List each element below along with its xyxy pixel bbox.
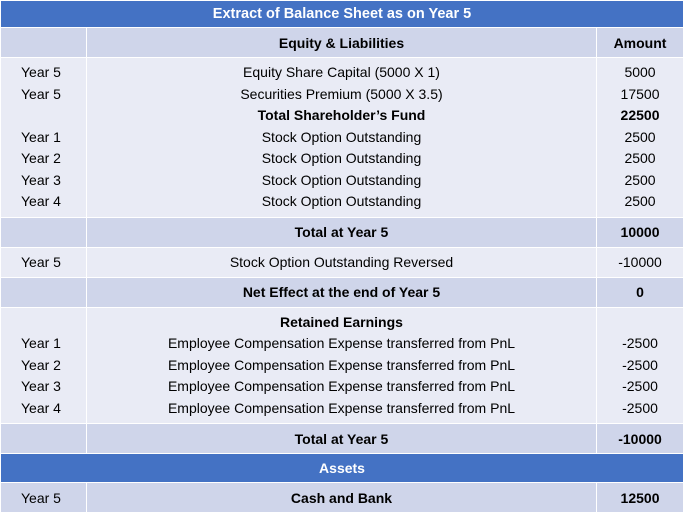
retained-labels: Retained Earnings Employee Compensation … [86,306,597,424]
table-title: Extract of Balance Sheet as on Year 5 [0,0,685,28]
net-effect-amount: 0 [595,276,685,308]
amount-cell: -2500 [622,356,658,373]
amount-cell: -2500 [622,335,658,351]
year-cell: Year 3 [21,378,61,394]
retained-block-row: Year 1 Year 2 Year 3 Year 4 Retained Ear… [0,306,685,424]
total-amount: 10000 [595,216,685,248]
year-cell: Year 5 [0,482,87,513]
total-row: Total at Year 5 -10000 [0,423,685,454]
amount-cell: 17500 [620,85,660,102]
year-cell: Year 4 [21,399,61,416]
line-item-label: Stock Option Outstanding [261,128,422,145]
line-item-label: Stock Option Outstanding [261,171,422,188]
year-cell: Year 1 [21,128,61,145]
line-item-label: Employee Compensation Expense transferre… [167,378,516,394]
amount-cell: -10000 [595,246,685,278]
equity-labels: Equity Share Capital (5000 X 1) Securiti… [86,57,597,218]
net-effect-row: Net Effect at the end of Year 5 0 [0,276,685,308]
amount-cell: 22500 [620,107,660,123]
retained-amounts: -2500 -2500 -2500 -2500 [595,306,685,424]
equity-years: Year 5 Year 5 Year 1 Year 2 Year 3 Year … [0,57,87,218]
amount-cell: 2500 [624,171,656,188]
amount-cell: 2500 [624,150,656,166]
year-cell: Year 5 [21,64,61,80]
assets-heading-row: Assets [0,453,685,483]
equity-amounts: 5000 17500 22500 2500 2500 2500 2500 [595,57,685,218]
net-effect-label: Net Effect at the end of Year 5 [86,276,597,308]
line-item-label: Stock Option Outstanding [261,150,422,166]
year-cell: Year 5 [0,246,87,278]
line-item-label: Stock Option Outstanding Reversed [86,246,597,278]
equity-block-row: Year 5 Year 5 Year 1 Year 2 Year 3 Year … [0,57,685,218]
total-label: Total at Year 5 [86,423,597,454]
cash-label: Cash and Bank [86,482,597,513]
year-cell: Year 2 [21,150,61,166]
header-year-cell [0,27,87,58]
year-cell: Year 2 [21,356,61,373]
line-item-label: Securities Premium (5000 X 3.5) [240,85,443,102]
amount-cell: -2500 [622,378,658,394]
cash-row: Year 5 Cash and Bank 12500 [0,482,685,513]
line-item-label: Stock Option Outstanding [261,193,422,209]
year-cell: Year 5 [21,85,61,102]
retained-years: Year 1 Year 2 Year 3 Year 4 [0,306,87,424]
cash-amount: 12500 [595,482,685,513]
table-title-row: Extract of Balance Sheet as on Year 5 [0,0,685,28]
line-item-label: Employee Compensation Expense transferre… [167,335,516,351]
total-label: Total at Year 5 [86,216,597,248]
line-item-label: Employee Compensation Expense transferre… [167,356,516,373]
retained-heading: Retained Earnings [280,313,403,330]
amount-cell: 5000 [624,64,656,80]
total-row: Total at Year 5 10000 [0,216,685,248]
year-cell: Year 1 [21,335,61,351]
year-cell [21,105,86,127]
amount-cell: 2500 [624,128,656,145]
line-item-label: Equity Share Capital (5000 X 1) [243,64,440,80]
header-amount: Amount [595,27,685,58]
header-particulars: Equity & Liabilities [86,27,597,58]
amount-cell: 2500 [624,193,656,209]
assets-heading: Assets [0,453,685,483]
reversal-row: Year 5 Stock Option Outstanding Reversed… [0,246,685,278]
total-amount: -10000 [595,423,685,454]
header-row: Equity & Liabilities Amount [0,27,685,58]
year-cell: Year 4 [21,193,61,209]
year-cell: Year 3 [21,171,61,188]
amount-cell: -2500 [622,399,658,416]
line-item-label: Employee Compensation Expense transferre… [167,399,516,416]
line-item-label: Total Shareholder’s Fund [257,107,426,123]
